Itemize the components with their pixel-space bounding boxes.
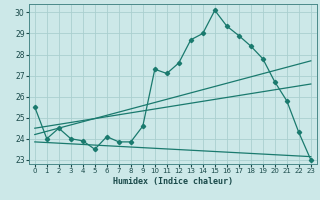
X-axis label: Humidex (Indice chaleur): Humidex (Indice chaleur) — [113, 177, 233, 186]
